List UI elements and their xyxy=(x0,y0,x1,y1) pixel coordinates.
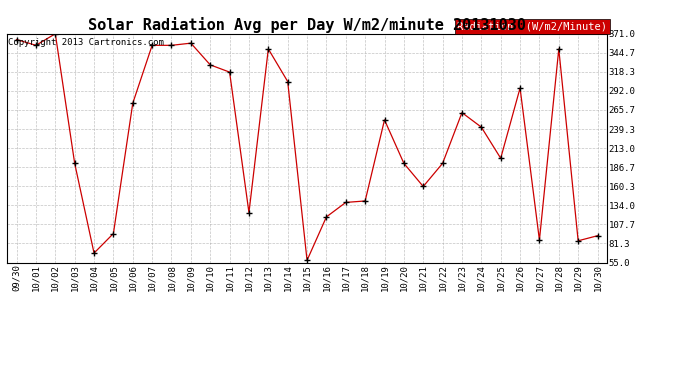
Text: Copyright 2013 Cartronics.com: Copyright 2013 Cartronics.com xyxy=(8,38,164,47)
Title: Solar Radiation Avg per Day W/m2/minute 20131030: Solar Radiation Avg per Day W/m2/minute … xyxy=(88,16,526,33)
Text: Radiation  (W/m2/Minute): Radiation (W/m2/Minute) xyxy=(457,21,607,32)
